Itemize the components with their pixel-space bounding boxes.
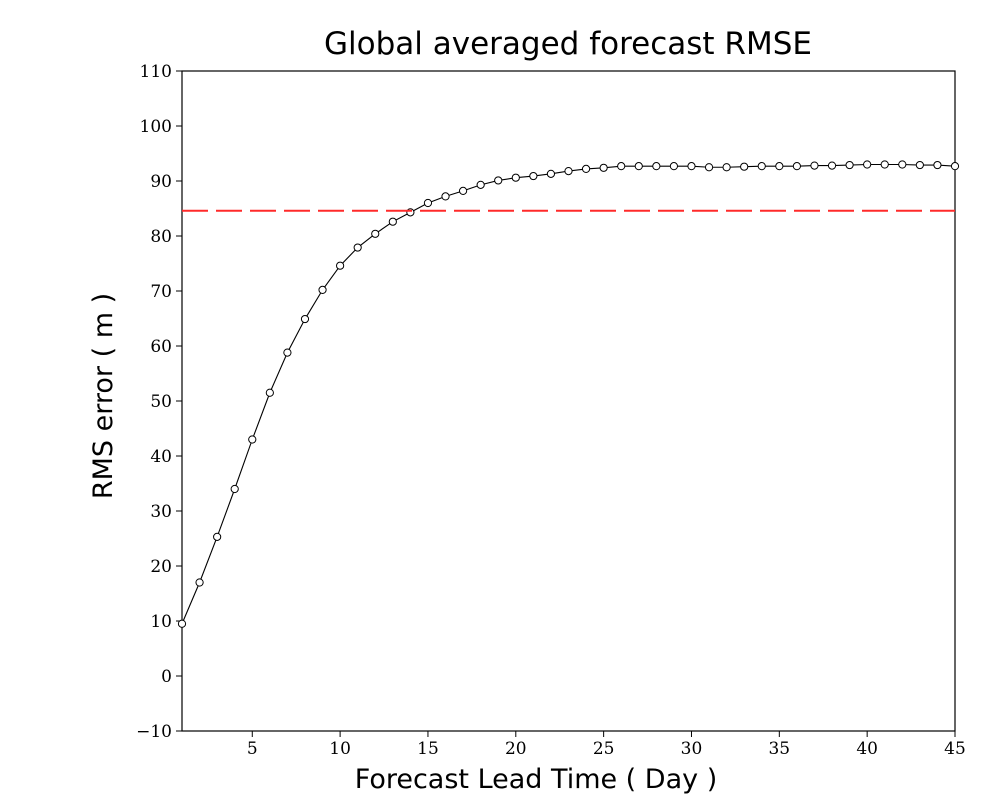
x-tick-label: 35 [768,739,790,759]
y-tick-label: 20 [150,557,172,577]
data-point [933,160,942,170]
data-point [300,314,310,324]
data-point [213,532,222,541]
x-tick-label: 15 [417,739,439,759]
y-tick-label: 40 [150,447,172,467]
data-point [458,186,468,195]
series-line-1 [181,163,956,624]
data-point [230,484,239,494]
y-tick-label: 0 [161,667,172,687]
data-point [177,619,187,628]
x-tick-label: 5 [247,739,258,759]
data-point [617,162,626,171]
data-point [880,160,889,169]
data-point [599,163,608,172]
data-point [792,162,801,171]
y-tick-label: 100 [140,117,172,137]
data-point [441,192,450,201]
x-tick-label: 30 [681,739,703,759]
y-tick-label: 50 [150,392,172,412]
x-axis-label: Forecast Lead Time ( Day ) [355,764,717,795]
data-point [775,162,784,171]
data-point [318,285,327,294]
data-point [898,160,907,169]
data-point [687,162,696,171]
data-point [863,160,872,169]
data-point [757,162,766,171]
data-point [248,435,257,444]
data-point [511,173,520,182]
data-point [722,163,731,172]
x-tick-label: 40 [856,739,878,759]
data-point [353,243,362,252]
data-point [827,161,837,170]
y-tick-label: 110 [140,62,172,82]
y-tick-label: −10 [136,722,172,742]
data-point [265,388,274,397]
plot-layer: −10 0 10 20 30 40 50 60 70 80 90 100 110 5 10 15 20 25 30 3… [136,62,966,759]
y-tick-label: 90 [150,172,172,192]
x-tick-label: 45 [944,739,966,759]
data-point [283,348,292,357]
y-tick-label: 30 [150,502,172,522]
data-point [634,162,643,171]
data-point [581,164,591,173]
data-point [915,160,924,170]
data-point [652,162,661,171]
y-axis-label: RMS error ( m ) [88,293,119,499]
y-tick-label: 60 [150,337,172,357]
data-point [564,167,573,176]
data-point [546,169,556,178]
data-point [371,229,380,238]
data-point [494,176,503,185]
data-point [704,163,714,172]
data-point [669,162,679,171]
data-point [529,171,538,181]
y-tick-label: 10 [150,612,172,632]
y-tick-label: 70 [150,282,172,302]
data-point [845,160,854,170]
data-point [388,217,397,226]
x-tick-label: 10 [329,739,351,759]
data-point [810,161,819,170]
data-point [740,162,749,171]
y-tick-label: 80 [150,227,172,247]
data-point [950,162,960,171]
data-point [423,198,433,208]
chart-title: Global averaged forecast RMSE [324,26,812,62]
x-tick-label: 20 [505,739,527,759]
data-point [195,578,204,587]
x-tick-label: 25 [593,739,615,759]
data-point [336,261,345,270]
data-point [476,180,485,189]
